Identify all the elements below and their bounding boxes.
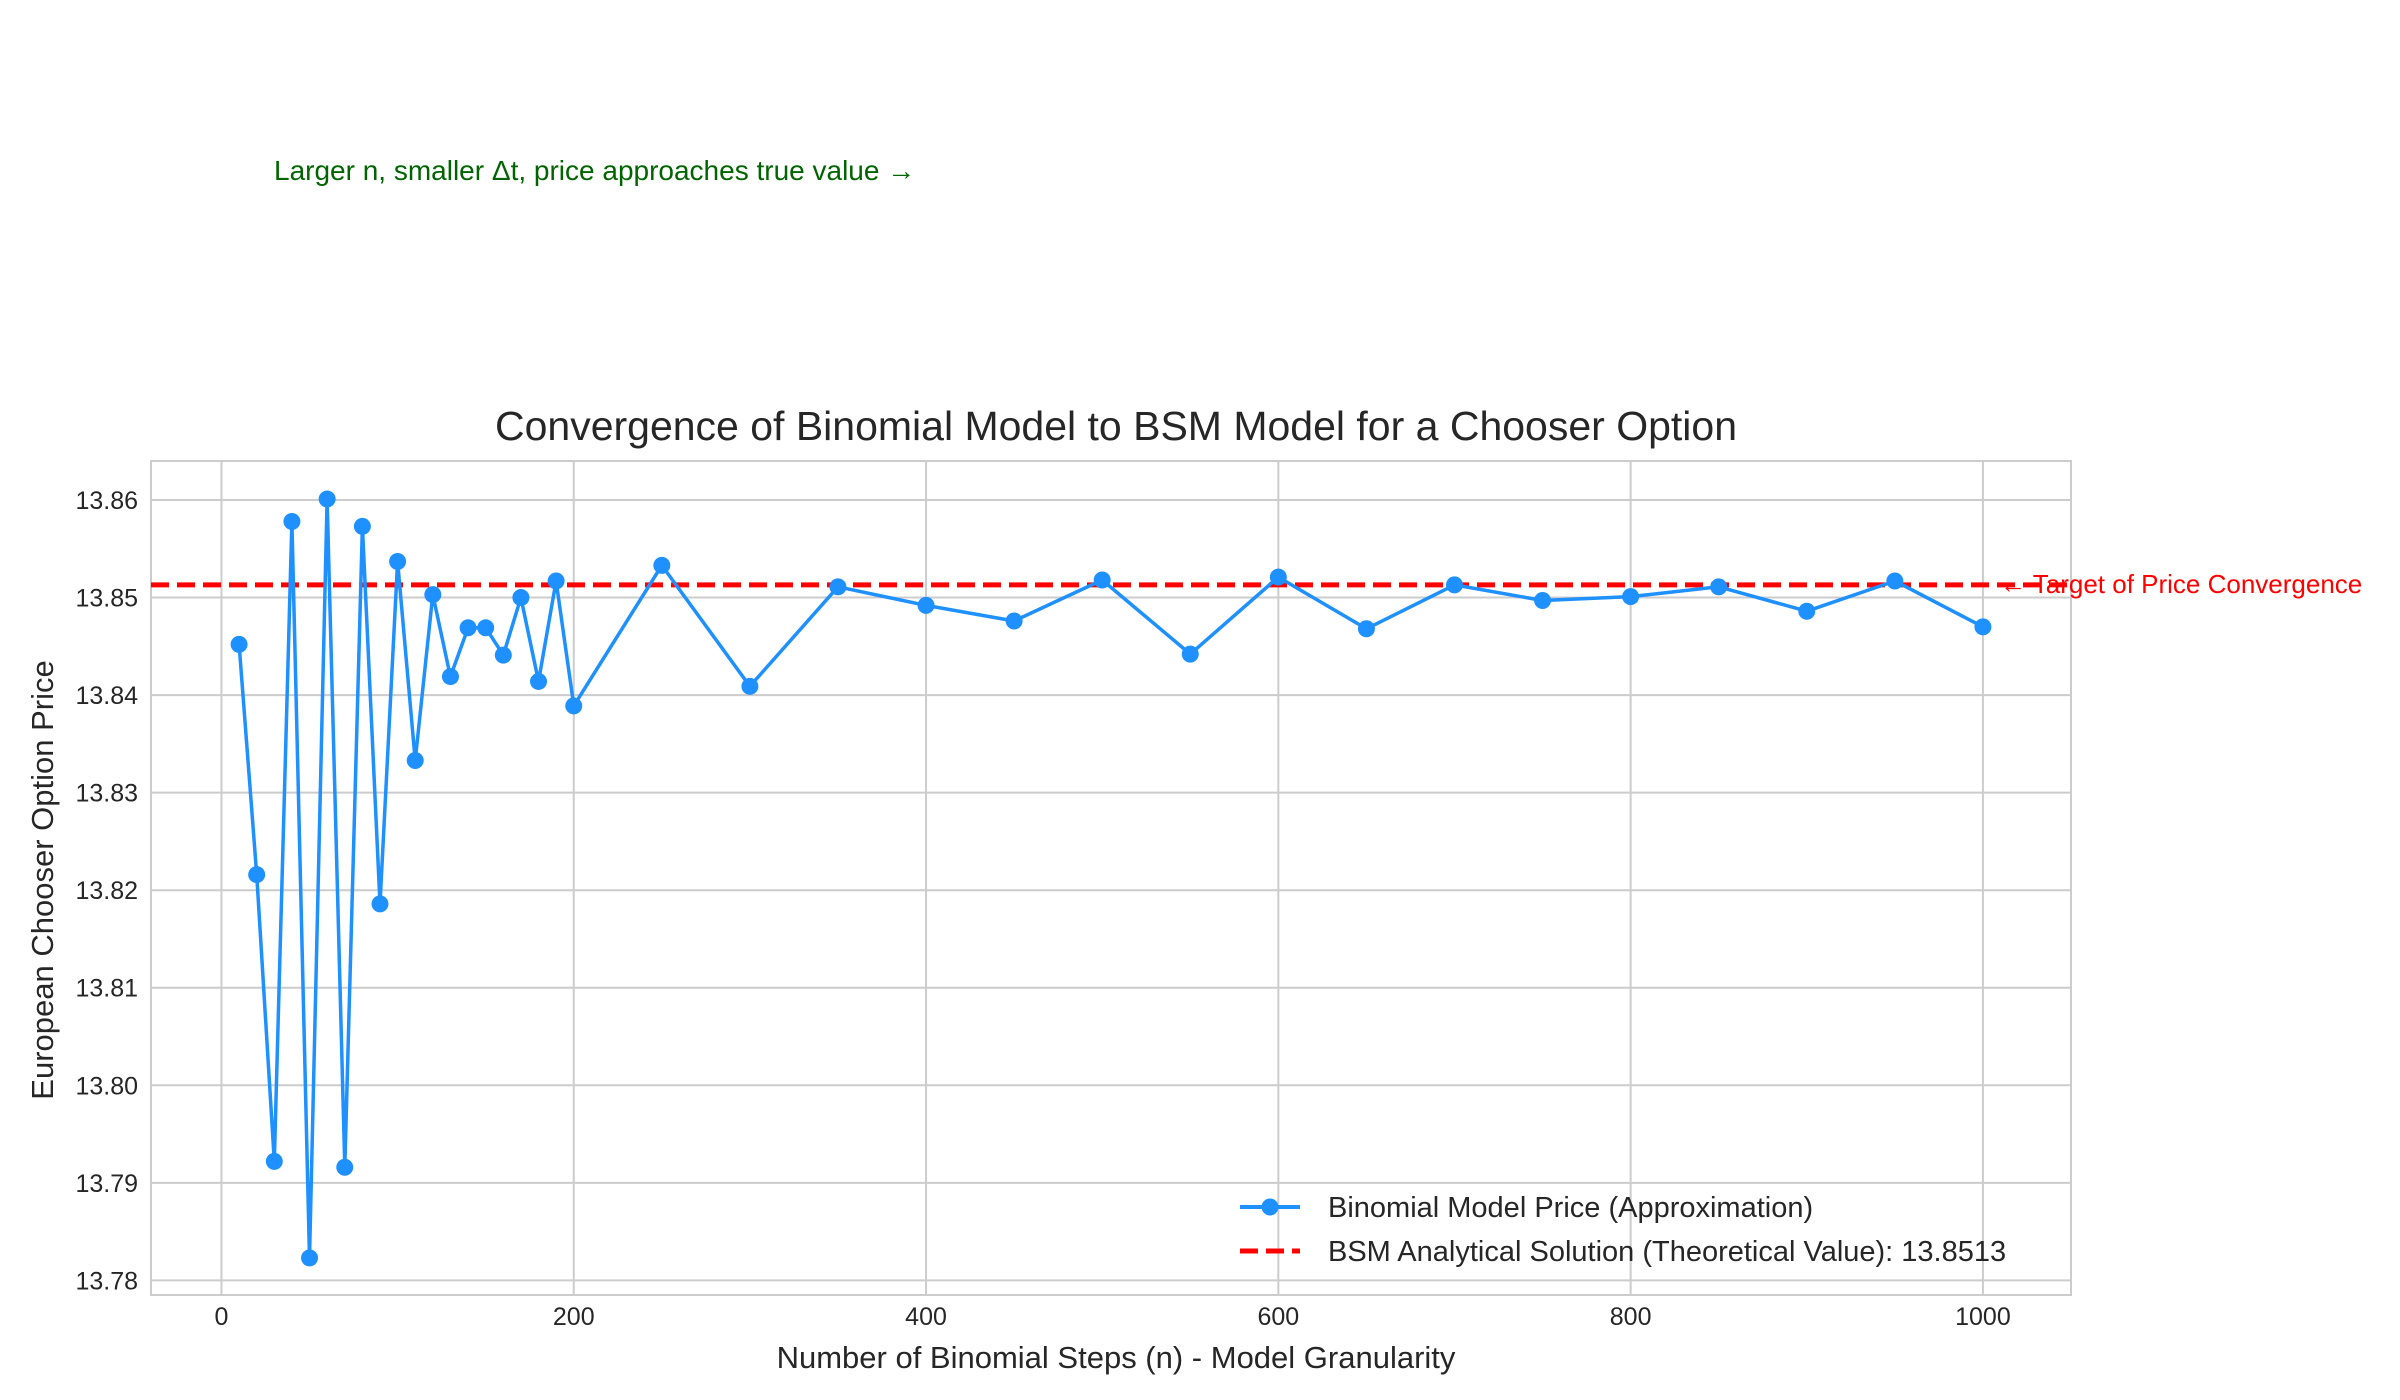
binomial-data-point <box>406 751 424 769</box>
binomial-data-point <box>1886 572 1904 590</box>
binomial-data-point <box>477 619 495 637</box>
x-tick-labels: 0 200 400 600 800 1000 <box>215 1303 2011 1331</box>
x-axis-label: Number of Binomial Steps (n) - Model Gra… <box>777 1340 1456 1375</box>
binomial-data-point <box>1093 571 1111 589</box>
plot-frame <box>150 460 2072 1296</box>
binomial-data-point <box>459 619 477 637</box>
binomial-data-point <box>1005 612 1023 630</box>
y-tick-label: 13.80 <box>75 1072 138 1100</box>
binomial-data-point <box>301 1249 319 1267</box>
binomial-data-point <box>547 572 565 590</box>
legend-bsm-label: BSM Analytical Solution (Theoretical Val… <box>1328 1236 2006 1268</box>
binomial-data-point <box>1445 576 1463 594</box>
binomial-data-point <box>653 556 671 574</box>
y-tick-label: 13.86 <box>75 487 138 515</box>
legend-binomial-marker <box>1261 1198 1279 1216</box>
binomial-data-point <box>494 646 512 664</box>
y-tick-label: 13.78 <box>75 1267 138 1295</box>
legend-binomial-label: Binomial Model Price (Approximation) <box>1328 1192 1813 1224</box>
binomial-data-point <box>829 578 847 596</box>
x-tick-label: 1000 <box>1955 1303 2011 1331</box>
binomial-data-point <box>424 586 442 604</box>
binomial-data-point <box>1974 618 1992 636</box>
x-tick-label: 200 <box>553 1303 595 1331</box>
binomial-data-point <box>283 512 301 530</box>
binomial-data-point <box>1357 620 1375 638</box>
binomial-data-point <box>1622 588 1640 606</box>
binomial-data-point <box>336 1158 354 1176</box>
y-axis-label: European Chooser Option Price <box>25 660 60 1099</box>
y-tick-label: 13.83 <box>75 780 138 808</box>
binomial-data-point <box>512 589 530 607</box>
binomial-data-point <box>530 672 548 690</box>
binomial-data-point <box>1534 591 1552 609</box>
legend: Binomial Model Price (Approximation) BSM… <box>1240 1192 2006 1268</box>
binomial-data-point <box>441 668 459 686</box>
binomial-data-point <box>389 552 407 570</box>
x-tick-label: 400 <box>905 1303 947 1331</box>
binomial-data-point <box>1181 645 1199 663</box>
binomial-data-point <box>265 1152 283 1170</box>
x-tick-label: 800 <box>1610 1303 1652 1331</box>
y-tick-labels: 13.78 13.79 13.80 13.81 13.82 13.83 13.84 13.85… <box>75 487 138 1295</box>
binomial-data-point <box>917 596 935 614</box>
target-convergence-annotation: ← Target of Price Convergence <box>2000 569 2362 599</box>
binomial-data-point <box>353 517 371 535</box>
binomial-data-point <box>1710 578 1728 596</box>
x-tick-label: 0 <box>215 1303 229 1331</box>
binomial-data-point <box>1798 602 1816 620</box>
y-tick-label: 13.81 <box>75 975 138 1003</box>
y-tick-label: 13.85 <box>75 585 138 613</box>
binomial-data-point <box>248 866 266 884</box>
series-group <box>230 490 1992 1267</box>
binomial-data-point <box>318 490 336 508</box>
y-tick-label: 13.82 <box>75 877 138 905</box>
binomial-data-point <box>565 697 583 715</box>
chart-title: Convergence of Binomial Model to BSM Mod… <box>495 403 1737 449</box>
y-tick-label: 13.84 <box>75 682 138 710</box>
y-tick-label: 13.79 <box>75 1170 138 1198</box>
binomial-data-point <box>741 677 759 695</box>
binomial-series-line <box>237 497 1984 1260</box>
convergence-note-annotation: Larger n, smaller Δt, price approaches t… <box>274 155 915 186</box>
x-tick-label: 600 <box>1257 1303 1299 1331</box>
binomial-data-point <box>230 635 248 653</box>
binomial-data-point <box>1269 568 1287 586</box>
binomial-data-point <box>371 895 389 913</box>
